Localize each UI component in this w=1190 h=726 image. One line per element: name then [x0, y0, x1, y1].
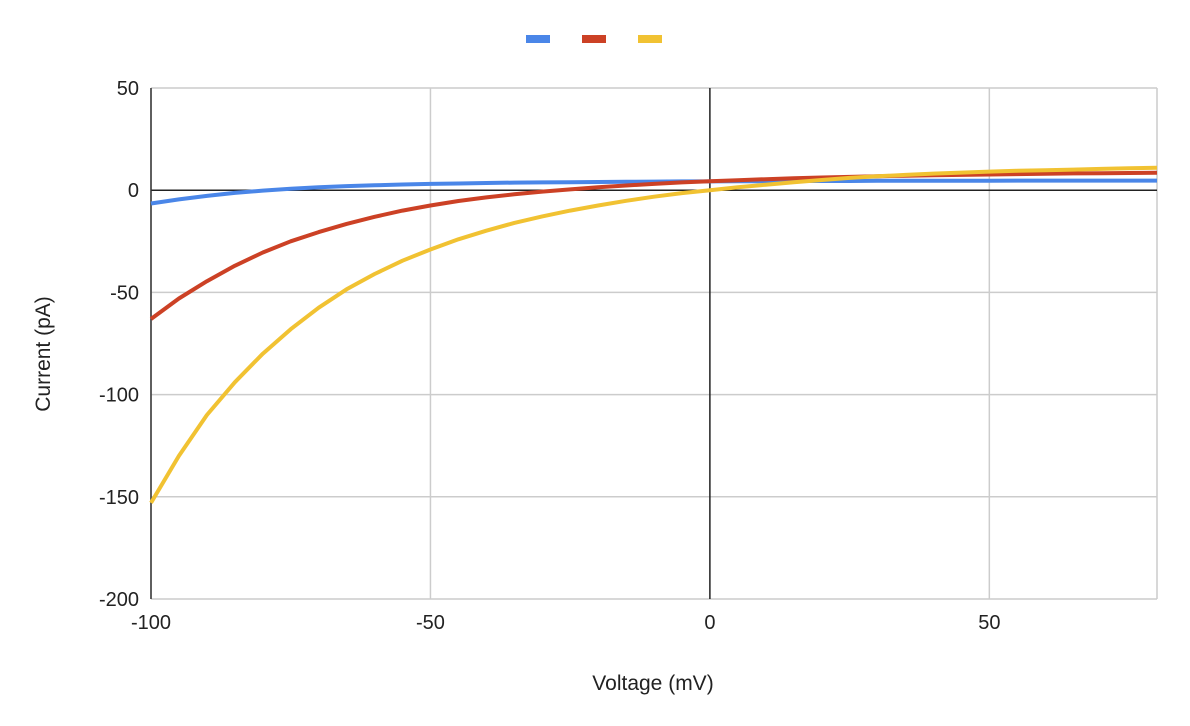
y-tick-label: -200 [99, 589, 139, 611]
legend-swatch-2 [582, 35, 606, 43]
x-tick-label: -50 [416, 612, 445, 634]
x-tick-label: -100 [131, 612, 171, 634]
zero-lines [150, 88, 1157, 599]
x-axis-title: Voltage (mV) [592, 672, 713, 695]
x-tick-label: 50 [978, 612, 1000, 634]
y-tick-label: 50 [117, 78, 139, 100]
series-line-2 [149, 170, 1158, 321]
y-tick-label: 0 [128, 180, 139, 202]
y-tick-label: -150 [99, 487, 139, 509]
y-tick-label: -100 [99, 385, 139, 407]
y-axis-title: Current (pA) [32, 296, 55, 412]
legend-swatch-1 [526, 35, 550, 43]
legend [526, 35, 662, 43]
x-tick-labels: -100 -50 0 50 [131, 612, 1000, 634]
legend-swatch-3 [638, 35, 662, 43]
y-tick-label: -50 [110, 282, 139, 304]
series-line-3 [149, 165, 1158, 504]
x-tick-label: 0 [704, 612, 715, 634]
y-tick-labels: 50 0 -50 -100 -150 -200 [99, 78, 139, 611]
series-line-1 [150, 178, 1157, 206]
series-lines [149, 165, 1158, 504]
gridlines [150, 87, 1158, 600]
